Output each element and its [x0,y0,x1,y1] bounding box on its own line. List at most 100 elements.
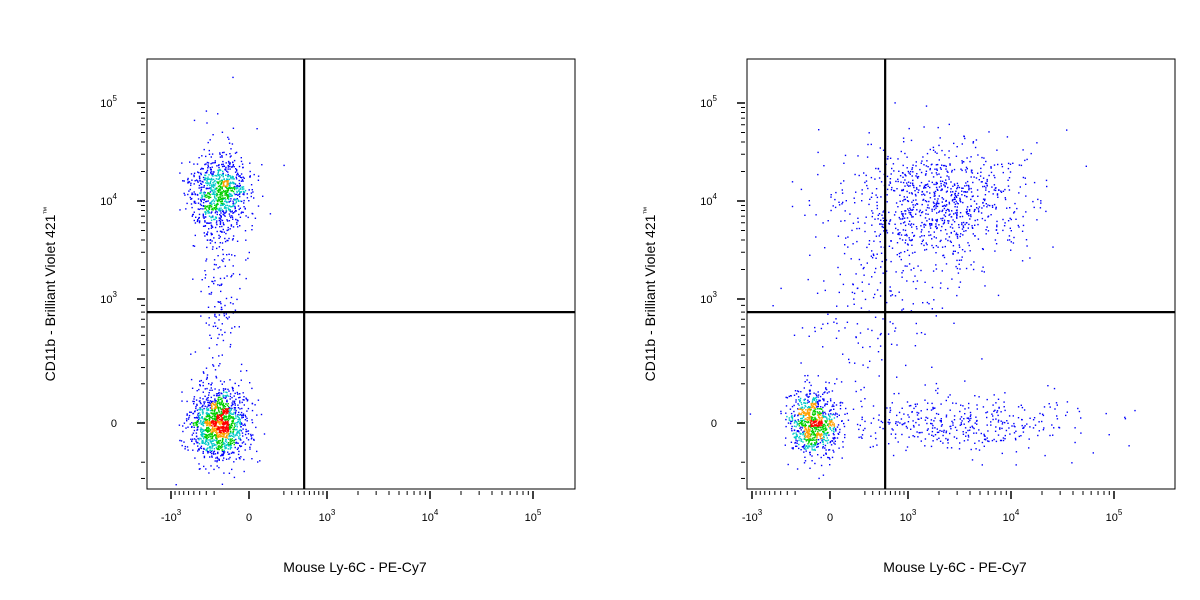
event-dot [225,415,228,417]
event-dot [932,149,935,151]
event-dot [997,414,999,417]
event-dot [239,396,241,399]
event-dot [219,194,221,196]
event-dot [841,457,843,459]
event-dot [970,264,972,266]
event-dot [237,393,239,395]
event-dot [220,169,222,172]
event-dot [230,225,233,227]
event-dot [852,222,855,224]
event-dot [228,208,230,210]
event-dot [209,416,211,418]
event-dot [788,419,790,421]
event-dot [894,102,896,104]
event-dot [819,412,822,414]
event-dot [207,162,210,164]
event-dot [814,326,816,329]
event-dot [912,435,914,437]
event-dot [224,191,226,193]
event-dot [1053,387,1056,390]
event-dot [216,165,218,167]
event-dot [938,211,940,213]
event-dot [935,186,938,189]
event-dot [802,431,804,433]
event-dot [192,449,194,451]
event-dot [972,142,974,144]
event-dot [205,420,207,423]
event-dot [843,422,845,425]
event-dot [210,222,212,224]
event-dot [253,439,255,441]
event-dot [204,441,207,443]
event-dot [967,227,969,229]
event-dot [216,436,218,438]
event-dot [193,438,196,440]
event-dot [221,438,224,440]
event-dot [197,416,200,418]
event-dot [231,190,233,192]
event-dot [922,302,924,304]
event-dot [211,433,213,435]
event-dot [179,172,181,174]
event-dot [800,391,802,393]
event-dot [918,424,920,426]
event-dot [199,203,202,205]
event-dot [927,213,929,215]
event-dot [228,458,230,460]
event-dot [229,435,232,438]
event-dot [935,205,937,207]
event-dot [965,191,967,193]
event-dot [944,185,946,188]
event-dot [918,432,920,434]
event-dot [209,436,211,438]
event-dot [933,183,935,186]
event-dot [964,223,966,226]
event-dot [931,308,933,310]
event-dot [217,407,219,409]
event-dot [935,315,937,317]
event-dot [226,183,228,185]
event-dot [229,447,232,449]
event-dot [968,214,970,217]
event-dot [217,284,219,286]
event-dot [816,443,819,446]
event-dot [217,400,220,402]
event-dot [947,239,949,242]
event-dot [841,192,844,194]
event-dot [799,399,801,402]
event-dot [219,398,221,401]
event-dot [919,209,921,211]
event-dot [805,420,807,423]
event-dot [224,427,227,429]
event-dot [970,205,972,207]
event-dot [916,411,918,414]
event-dot [218,459,220,461]
event-dot [878,414,880,416]
event-dot [831,456,834,459]
event-dot [958,246,961,248]
event-dot [225,396,227,398]
event-dot [868,283,870,285]
event-dot [193,417,196,419]
event-dot [1019,186,1021,188]
event-dot [193,424,195,426]
event-dot [220,408,223,410]
event-dot [223,415,225,417]
event-dot [221,432,224,434]
event-dot [223,231,225,233]
event-dot [209,439,211,441]
event-dot [834,383,836,385]
event-dot [797,419,799,421]
event-dot [877,214,879,216]
event-dot [934,190,937,193]
event-dot [993,410,995,412]
event-dot [924,200,927,202]
event-dot [833,436,836,439]
event-dot [227,207,229,209]
event-dot [214,398,216,400]
event-dot [991,204,994,207]
event-dot [838,447,840,449]
event-dot [822,393,824,395]
event-dot [890,173,892,175]
event-dot [953,198,955,201]
